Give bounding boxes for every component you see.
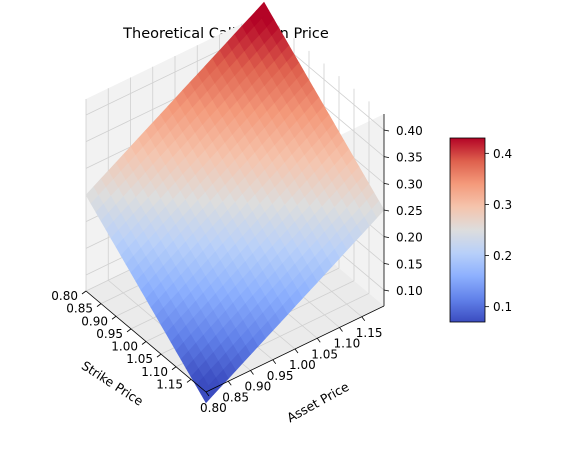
- z-tick: [383, 129, 390, 132]
- z-tick: [383, 236, 390, 239]
- z-tick-label: 0.10: [396, 284, 423, 298]
- y-tick-label: 1.15: [356, 326, 383, 340]
- z-tick-label: 0.35: [396, 151, 423, 165]
- x-tick-label: 1.10: [141, 365, 168, 379]
- x-tick-label: 0.85: [66, 302, 93, 316]
- y-tick-label: 1.10: [334, 337, 361, 351]
- y-tick: [205, 391, 210, 397]
- surface-plot: [85, 1, 385, 404]
- x-tick: [111, 315, 117, 320]
- y-tick-label: 0.95: [267, 369, 294, 383]
- y-tick: [250, 370, 254, 375]
- y-tick: [227, 381, 232, 386]
- x-tick: [186, 379, 192, 383]
- axes-ticks: 0.800.850.900.951.001.051.101.150.800.85…: [51, 114, 423, 415]
- y-axis-label: Asset Price: [284, 379, 352, 426]
- x-tick: [81, 290, 87, 295]
- colorbar-gradient: [449, 137, 486, 323]
- y-tick-label: 0.90: [245, 380, 272, 394]
- colorbar-tick-label: 0.3: [493, 198, 512, 212]
- y-tick: [294, 348, 299, 354]
- x-tick: [171, 366, 177, 371]
- z-tick: [383, 156, 390, 159]
- y-tick: [272, 359, 277, 364]
- z-tick: [383, 262, 390, 265]
- x-tick-label: 0.90: [81, 314, 108, 328]
- y-tick-label: 1.00: [289, 358, 316, 372]
- x-tick-label: 1.05: [126, 352, 153, 366]
- z-tick-label: 0.20: [396, 231, 423, 245]
- x-tick: [156, 353, 162, 358]
- y-tick: [316, 338, 321, 343]
- x-tick-label: 0.95: [96, 327, 123, 341]
- z-tick-label: 0.25: [396, 204, 423, 218]
- x-tick: [141, 341, 147, 345]
- z-tick-label: 0.40: [396, 124, 423, 138]
- z-tick: [383, 182, 390, 185]
- z-tick: [383, 289, 390, 292]
- y-tick-label: 1.05: [311, 347, 338, 361]
- x-tick-label: 0.80: [51, 289, 78, 303]
- y-tick: [339, 327, 343, 332]
- colorbar-tick-label: 0.1: [493, 300, 512, 314]
- y-tick-label: 0.85: [222, 390, 249, 404]
- y-tick-label: 0.80: [200, 401, 227, 415]
- colorbar-tick-label: 0.2: [493, 249, 512, 263]
- y-tick: [361, 316, 366, 321]
- x-tick: [126, 328, 132, 333]
- z-tick-label: 0.30: [396, 177, 423, 191]
- z-tick-label: 0.15: [396, 257, 423, 271]
- x-tick-label: 1.15: [156, 377, 183, 391]
- x-tick: [96, 303, 102, 307]
- colorbar-tick-label: 0.4: [493, 147, 512, 161]
- x-tick-label: 1.00: [111, 340, 138, 354]
- colorbar: 0.1 0.2 0.3 0.4: [449, 137, 512, 323]
- z-tick: [383, 209, 390, 212]
